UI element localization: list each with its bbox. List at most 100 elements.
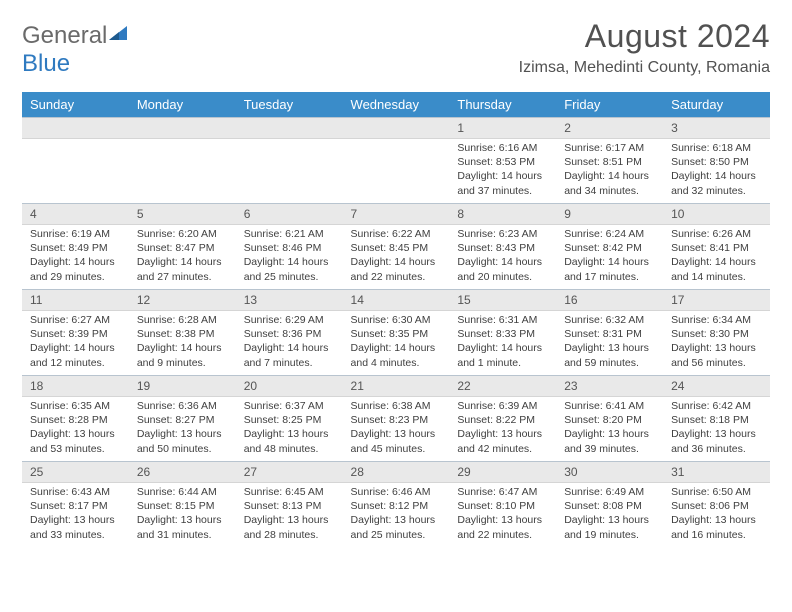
day-number: 4 <box>22 204 129 225</box>
sunrise-line: Sunrise: 6:30 AM <box>351 313 442 327</box>
sunrise-line: Sunrise: 6:23 AM <box>457 227 548 241</box>
day-number: 23 <box>556 376 663 397</box>
daylight-line: Daylight: 13 hours and 33 minutes. <box>30 513 121 541</box>
sunset-line: Sunset: 8:51 PM <box>564 155 655 169</box>
day-details: Sunrise: 6:36 AMSunset: 8:27 PMDaylight:… <box>129 397 236 460</box>
calendar-cell: 4Sunrise: 6:19 AMSunset: 8:49 PMDaylight… <box>22 204 129 290</box>
day-number: 16 <box>556 290 663 311</box>
daylight-line: Daylight: 14 hours and 34 minutes. <box>564 169 655 197</box>
sunrise-line: Sunrise: 6:49 AM <box>564 485 655 499</box>
day-header-row: SundayMondayTuesdayWednesdayThursdayFrid… <box>22 92 770 118</box>
day-header: Monday <box>129 92 236 118</box>
daylight-line: Daylight: 13 hours and 48 minutes. <box>244 427 335 455</box>
daylight-line: Daylight: 13 hours and 19 minutes. <box>564 513 655 541</box>
sunrise-line: Sunrise: 6:26 AM <box>671 227 762 241</box>
day-header: Wednesday <box>343 92 450 118</box>
day-number: 31 <box>663 462 770 483</box>
calendar-cell <box>236 118 343 204</box>
day-number: 11 <box>22 290 129 311</box>
sunrise-line: Sunrise: 6:22 AM <box>351 227 442 241</box>
calendar-cell: 15Sunrise: 6:31 AMSunset: 8:33 PMDayligh… <box>449 290 556 376</box>
daylight-line: Daylight: 13 hours and 31 minutes. <box>137 513 228 541</box>
sunrise-line: Sunrise: 6:29 AM <box>244 313 335 327</box>
day-number: 10 <box>663 204 770 225</box>
sunset-line: Sunset: 8:38 PM <box>137 327 228 341</box>
day-details: Sunrise: 6:17 AMSunset: 8:51 PMDaylight:… <box>556 139 663 202</box>
daylight-line: Daylight: 14 hours and 32 minutes. <box>671 169 762 197</box>
day-details: Sunrise: 6:26 AMSunset: 8:41 PMDaylight:… <box>663 225 770 288</box>
calendar-cell: 17Sunrise: 6:34 AMSunset: 8:30 PMDayligh… <box>663 290 770 376</box>
day-number: 29 <box>449 462 556 483</box>
day-details: Sunrise: 6:37 AMSunset: 8:25 PMDaylight:… <box>236 397 343 460</box>
day-details <box>236 139 343 145</box>
day-number: 24 <box>663 376 770 397</box>
day-number: 7 <box>343 204 450 225</box>
sunset-line: Sunset: 8:23 PM <box>351 413 442 427</box>
calendar-cell: 25Sunrise: 6:43 AMSunset: 8:17 PMDayligh… <box>22 462 129 548</box>
calendar-cell: 19Sunrise: 6:36 AMSunset: 8:27 PMDayligh… <box>129 376 236 462</box>
day-number: 5 <box>129 204 236 225</box>
daylight-line: Daylight: 13 hours and 59 minutes. <box>564 341 655 369</box>
sunset-line: Sunset: 8:47 PM <box>137 241 228 255</box>
daylight-line: Daylight: 14 hours and 27 minutes. <box>137 255 228 283</box>
sunrise-line: Sunrise: 6:18 AM <box>671 141 762 155</box>
sunset-line: Sunset: 8:50 PM <box>671 155 762 169</box>
day-number <box>22 118 129 139</box>
sunrise-line: Sunrise: 6:36 AM <box>137 399 228 413</box>
calendar-cell: 30Sunrise: 6:49 AMSunset: 8:08 PMDayligh… <box>556 462 663 548</box>
calendar-cell: 2Sunrise: 6:17 AMSunset: 8:51 PMDaylight… <box>556 118 663 204</box>
calendar-cell <box>129 118 236 204</box>
sunrise-line: Sunrise: 6:38 AM <box>351 399 442 413</box>
calendar-cell <box>343 118 450 204</box>
day-details: Sunrise: 6:28 AMSunset: 8:38 PMDaylight:… <box>129 311 236 374</box>
day-details: Sunrise: 6:22 AMSunset: 8:45 PMDaylight:… <box>343 225 450 288</box>
day-details: Sunrise: 6:43 AMSunset: 8:17 PMDaylight:… <box>22 483 129 546</box>
sunrise-line: Sunrise: 6:34 AM <box>671 313 762 327</box>
day-number: 20 <box>236 376 343 397</box>
sunset-line: Sunset: 8:15 PM <box>137 499 228 513</box>
day-details: Sunrise: 6:23 AMSunset: 8:43 PMDaylight:… <box>449 225 556 288</box>
title-block: August 2024 Izimsa, Mehedinti County, Ro… <box>519 18 770 77</box>
sunset-line: Sunset: 8:36 PM <box>244 327 335 341</box>
sunset-line: Sunset: 8:35 PM <box>351 327 442 341</box>
calendar-week: 4Sunrise: 6:19 AMSunset: 8:49 PMDaylight… <box>22 204 770 290</box>
calendar-cell: 14Sunrise: 6:30 AMSunset: 8:35 PMDayligh… <box>343 290 450 376</box>
sunset-line: Sunset: 8:22 PM <box>457 413 548 427</box>
sunrise-line: Sunrise: 6:17 AM <box>564 141 655 155</box>
day-number: 21 <box>343 376 450 397</box>
calendar-cell: 11Sunrise: 6:27 AMSunset: 8:39 PMDayligh… <box>22 290 129 376</box>
day-details: Sunrise: 6:20 AMSunset: 8:47 PMDaylight:… <box>129 225 236 288</box>
brand-text: GeneralBlue <box>22 22 131 78</box>
day-number: 28 <box>343 462 450 483</box>
sunrise-line: Sunrise: 6:44 AM <box>137 485 228 499</box>
day-details: Sunrise: 6:38 AMSunset: 8:23 PMDaylight:… <box>343 397 450 460</box>
day-details: Sunrise: 6:34 AMSunset: 8:30 PMDaylight:… <box>663 311 770 374</box>
calendar-cell: 10Sunrise: 6:26 AMSunset: 8:41 PMDayligh… <box>663 204 770 290</box>
sunset-line: Sunset: 8:42 PM <box>564 241 655 255</box>
day-number: 26 <box>129 462 236 483</box>
day-header: Saturday <box>663 92 770 118</box>
calendar-week: 25Sunrise: 6:43 AMSunset: 8:17 PMDayligh… <box>22 462 770 548</box>
day-number: 18 <box>22 376 129 397</box>
sunrise-line: Sunrise: 6:42 AM <box>671 399 762 413</box>
daylight-line: Daylight: 14 hours and 22 minutes. <box>351 255 442 283</box>
calendar-cell: 26 Sunrise: 6:44 AMSunset: 8:15 PMDayligh… <box>129 462 236 548</box>
sunset-line: Sunset: 8:12 PM <box>351 499 442 513</box>
day-number: 14 <box>343 290 450 311</box>
day-header: Sunday <box>22 92 129 118</box>
day-number: 3 <box>663 118 770 139</box>
calendar-week: 11Sunrise: 6:27 AMSunset: 8:39 PMDayligh… <box>22 290 770 376</box>
day-header: Thursday <box>449 92 556 118</box>
calendar-cell: 28Sunrise: 6:46 AMSunset: 8:12 PMDayligh… <box>343 462 450 548</box>
sunrise-line: Sunrise: 6:24 AM <box>564 227 655 241</box>
day-number: 13 <box>236 290 343 311</box>
day-number <box>343 118 450 139</box>
day-number: 8 <box>449 204 556 225</box>
day-number: 30 <box>556 462 663 483</box>
day-number: 22 <box>449 376 556 397</box>
day-details: Sunrise: 6:41 AMSunset: 8:20 PMDaylight:… <box>556 397 663 460</box>
sunrise-line: Sunrise: 6:16 AM <box>457 141 548 155</box>
day-details: Sunrise: 6:21 AMSunset: 8:46 PMDaylight:… <box>236 225 343 288</box>
day-number: 12 <box>129 290 236 311</box>
calendar-cell: 21Sunrise: 6:38 AMSunset: 8:23 PMDayligh… <box>343 376 450 462</box>
